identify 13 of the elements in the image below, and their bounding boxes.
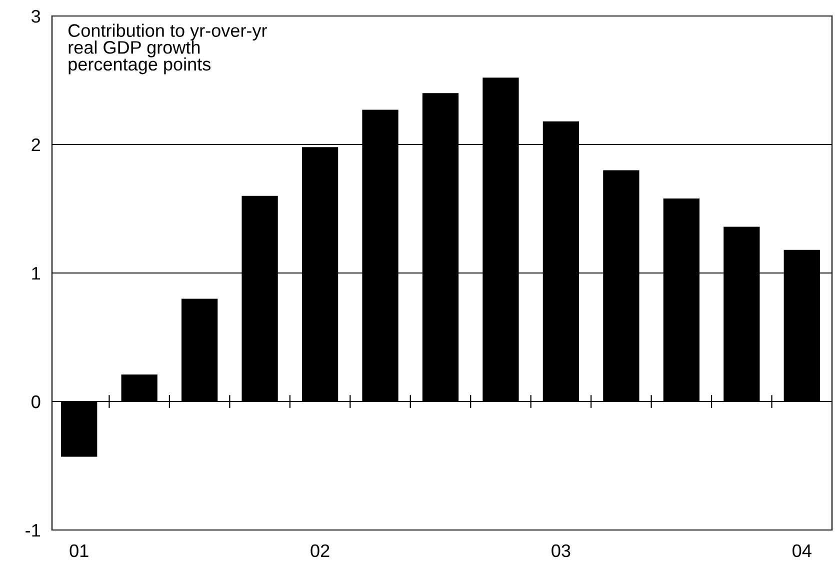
x-tick-label: 04 <box>792 544 812 558</box>
y-tick-label: 2 <box>32 138 40 152</box>
annotation: Contribution to yr-over-yr real GDP growth percentage points <box>68 24 267 74</box>
x-tick-label: 03 <box>552 544 570 558</box>
y-tick-label: -1 <box>26 524 40 537</box>
bar <box>121 374 158 402</box>
y-tick-label: 0 <box>32 395 40 408</box>
x-tick-label: 02 <box>310 544 330 558</box>
bar <box>182 298 218 402</box>
bar <box>61 402 98 457</box>
x-tick-label: 01 <box>70 544 88 558</box>
y-tick-label: 1 <box>32 267 40 280</box>
y-tick-label: 3 <box>32 10 40 23</box>
